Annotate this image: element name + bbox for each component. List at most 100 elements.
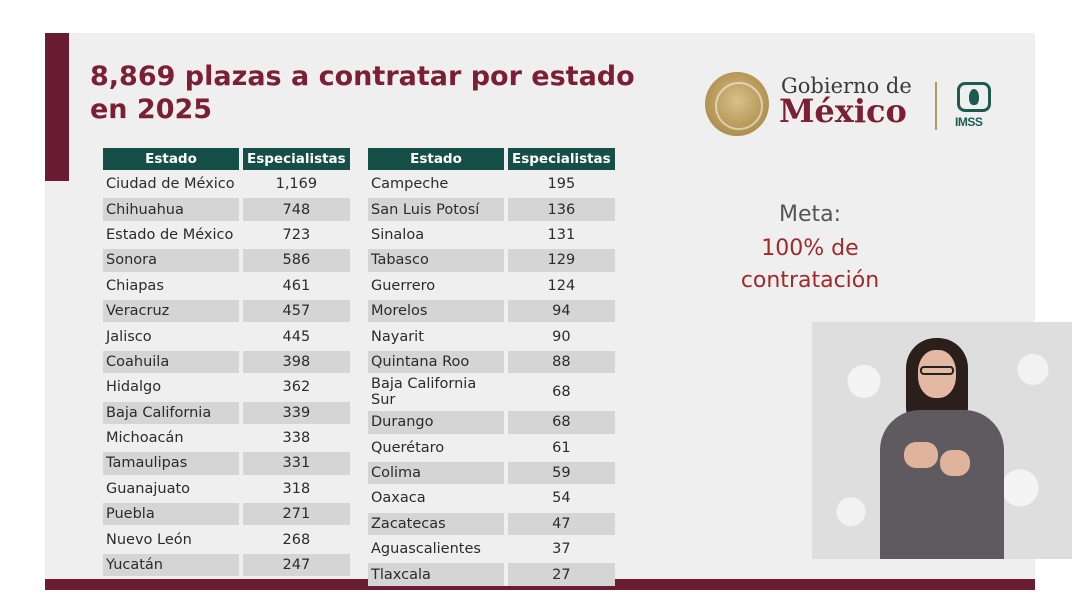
table-row: Sinaloa 131 [368, 223, 615, 247]
specialists-count-cell: 331 [239, 452, 350, 475]
interpreter-body [880, 410, 1004, 559]
specialists-count-cell: 124 [504, 274, 615, 297]
table-header-row: Estado Especialistas [103, 148, 350, 170]
specialists-count-cell: 723 [239, 223, 350, 247]
state-name-cell: Michoacán [106, 430, 184, 447]
state-name-cell: Puebla [103, 503, 239, 526]
table-row: Oaxaca 54 [368, 487, 615, 510]
column-header-especialistas: Especialistas [504, 148, 615, 170]
specialists-count-cell: 318 [239, 477, 350, 501]
table-row: San Luis Potosí 136 [368, 198, 615, 221]
table-row: Aguascalientes 37 [368, 538, 615, 561]
state-name-cell: Oaxaca [371, 490, 426, 507]
column-header-especialistas: Especialistas [239, 148, 350, 170]
imss-label: IMSS [955, 115, 983, 129]
table-row: Nayarit 90 [368, 325, 615, 348]
table-row: Ciudad de México 1,169 [103, 173, 350, 196]
table-row: Tamaulipas 331 [103, 452, 350, 475]
table-row: Morelos 94 [368, 299, 615, 323]
state-name-cell: Jalisco [106, 328, 152, 345]
logo-divider [935, 82, 937, 130]
page-title: 8,869 plazas a contratar por estado en 2… [90, 60, 650, 126]
table-row: Puebla 271 [103, 503, 350, 526]
specialists-count-cell: 61 [504, 436, 615, 459]
state-name-cell: Tlaxcala [368, 563, 504, 586]
table-row: Yucatán 247 [103, 553, 350, 577]
specialists-count-cell: 339 [239, 401, 350, 424]
table-row: Baja California Sur 68 [368, 376, 615, 409]
specialists-count-cell: 54 [504, 487, 615, 510]
imss-emblem-icon [957, 82, 991, 112]
state-name-cell: Chihuahua [103, 198, 239, 221]
specialists-count-cell: 68 [504, 411, 615, 434]
column-header-estado: Estado [103, 148, 239, 170]
state-name-cell: Morelos [368, 299, 504, 323]
state-name-cell: Guerrero [371, 277, 436, 294]
accent-bar [45, 33, 69, 181]
state-name-cell: Tamaulipas [103, 452, 239, 475]
specialists-count-cell: 131 [504, 223, 615, 247]
specialists-count-cell: 68 [504, 376, 615, 409]
state-name-cell: Querétaro [371, 439, 445, 456]
state-name-cell: Baja California [103, 401, 239, 424]
table-row: Durango 68 [368, 411, 615, 434]
state-name-cell: Ciudad de México [106, 176, 235, 193]
state-name-cell: Sonora [103, 249, 239, 272]
specialists-count-cell: 88 [504, 350, 615, 374]
table-row: Nuevo León 268 [103, 528, 350, 551]
table-row: Colima 59 [368, 461, 615, 485]
state-name-cell: Zacatecas [368, 512, 504, 536]
state-name-cell: Veracruz [103, 299, 239, 323]
sign-language-interpreter-video [812, 322, 1072, 559]
state-name-cell: Yucatán [103, 553, 239, 577]
table-row: Quintana Roo 88 [368, 350, 615, 374]
state-name-cell: Nayarit [371, 328, 424, 345]
table-row: Hidalgo 362 [103, 376, 350, 399]
title-line-1: 8,869 plazas a contratar por estado [90, 61, 635, 92]
table-row: Jalisco 445 [103, 325, 350, 348]
state-name-cell: Guanajuato [106, 480, 191, 497]
left-hand [904, 442, 938, 468]
table-header-row: Estado Especialistas [368, 148, 615, 170]
title-line-2: en 2025 [90, 94, 213, 125]
specialists-count-cell: 195 [504, 173, 615, 196]
goal-box: Meta: 100% de contratación [705, 197, 915, 297]
state-name-cell: Chiapas [106, 277, 164, 294]
specialists-count-cell: 398 [239, 350, 350, 374]
logo-text-mexico: México [779, 92, 907, 130]
state-name-cell: Hidalgo [106, 379, 162, 396]
state-name-cell: Baja California Sur [371, 376, 477, 409]
goal-value-line-1: 100% de [761, 236, 859, 261]
specialists-count-cell: 247 [239, 553, 350, 577]
states-table-left: Estado Especialistas Ciudad de México 1,1… [103, 145, 350, 579]
glasses-icon [920, 366, 954, 375]
state-name-cell: Sinaloa [371, 226, 425, 243]
gobierno-mexico-logo: Gobierno de México IMSS [705, 70, 1005, 140]
specialists-count-cell: 338 [239, 426, 350, 450]
state-name-cell: Coahuila [103, 350, 239, 374]
specialists-count-cell: 1,169 [239, 173, 350, 196]
specialists-count-cell: 457 [239, 299, 350, 323]
specialists-count-cell: 136 [504, 198, 615, 221]
specialists-count-cell: 445 [239, 325, 350, 348]
state-name-cell: Tabasco [368, 249, 504, 272]
right-hand [940, 450, 970, 476]
goal-value-line-2: contratación [740, 268, 880, 293]
table-row: Baja California 339 [103, 401, 350, 424]
specialists-count-cell: 47 [504, 512, 615, 536]
specialists-count-cell: 129 [504, 249, 615, 272]
table-row: Michoacán 338 [103, 426, 350, 450]
states-table-right: Estado Especialistas Campeche 195 San Luis… [368, 145, 615, 589]
column-header-estado: Estado [368, 148, 504, 170]
table-row: Sonora 586 [103, 249, 350, 272]
table-row: Coahuila 398 [103, 350, 350, 374]
table-row: Zacatecas 47 [368, 512, 615, 536]
table-row: Campeche 195 [368, 173, 615, 196]
state-name-cell: Estado de México [106, 226, 234, 243]
specialists-count-cell: 748 [239, 198, 350, 221]
national-seal-icon [705, 72, 769, 136]
table-row: Tabasco 129 [368, 249, 615, 272]
specialists-count-cell: 271 [239, 503, 350, 526]
goal-label: Meta: [778, 202, 842, 227]
specialists-count-cell: 27 [504, 563, 615, 586]
